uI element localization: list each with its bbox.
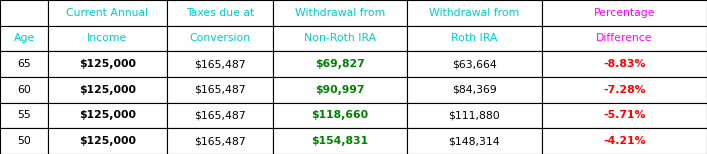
Text: Age: Age (13, 34, 35, 43)
Bar (542, 103, 707, 128)
Text: 55: 55 (17, 111, 31, 120)
Text: Income: Income (88, 34, 127, 43)
Bar (167, 77, 273, 103)
Bar (48, 26, 167, 51)
Text: Taxes due at: Taxes due at (186, 8, 254, 18)
Bar (167, 51, 273, 77)
Bar (48, 128, 167, 154)
Bar (407, 128, 542, 154)
Bar (0, 26, 48, 51)
Bar (273, 103, 407, 128)
Bar (273, 0, 407, 26)
Bar (542, 51, 707, 77)
Bar (542, 0, 707, 26)
Bar (0, 77, 48, 103)
Bar (542, 26, 707, 51)
Text: Roth IRA: Roth IRA (451, 34, 498, 43)
Bar (167, 26, 273, 51)
Bar (407, 51, 542, 77)
Text: Withdrawal from: Withdrawal from (429, 8, 520, 18)
Text: $84,369: $84,369 (452, 85, 497, 95)
Bar (48, 0, 167, 26)
Text: $165,487: $165,487 (194, 111, 246, 120)
Bar (167, 128, 273, 154)
Bar (48, 77, 167, 103)
Text: $125,000: $125,000 (79, 111, 136, 120)
Text: Percentage: Percentage (594, 8, 655, 18)
Bar (0, 51, 48, 77)
Text: $125,000: $125,000 (79, 136, 136, 146)
Text: Withdrawal from: Withdrawal from (295, 8, 385, 18)
Text: $154,831: $154,831 (312, 136, 368, 146)
Text: $63,664: $63,664 (452, 59, 497, 69)
Text: $118,660: $118,660 (312, 111, 368, 120)
Text: $111,880: $111,880 (448, 111, 501, 120)
Text: $165,487: $165,487 (194, 136, 246, 146)
Text: $90,997: $90,997 (315, 85, 365, 95)
Bar (542, 77, 707, 103)
Bar (407, 77, 542, 103)
Text: -5.71%: -5.71% (603, 111, 645, 120)
Bar (407, 26, 542, 51)
Bar (48, 51, 167, 77)
Text: 65: 65 (17, 59, 31, 69)
Bar (273, 128, 407, 154)
Text: $165,487: $165,487 (194, 59, 246, 69)
Text: Difference: Difference (596, 34, 653, 43)
Bar (167, 0, 273, 26)
Text: 50: 50 (17, 136, 31, 146)
Bar (48, 103, 167, 128)
Bar (273, 51, 407, 77)
Bar (273, 26, 407, 51)
Text: Non-Roth IRA: Non-Roth IRA (304, 34, 376, 43)
Bar (0, 128, 48, 154)
Text: $165,487: $165,487 (194, 85, 246, 95)
Text: Current Annual: Current Annual (66, 8, 148, 18)
Bar (273, 77, 407, 103)
Bar (0, 103, 48, 128)
Text: Conversion: Conversion (189, 34, 250, 43)
Text: -8.83%: -8.83% (603, 59, 645, 69)
Text: -7.28%: -7.28% (603, 85, 645, 95)
Bar (542, 128, 707, 154)
Text: $148,314: $148,314 (448, 136, 501, 146)
Text: $125,000: $125,000 (79, 85, 136, 95)
Bar (167, 103, 273, 128)
Text: -4.21%: -4.21% (603, 136, 645, 146)
Bar (0, 0, 48, 26)
Text: 60: 60 (17, 85, 31, 95)
Text: $125,000: $125,000 (79, 59, 136, 69)
Bar (407, 0, 542, 26)
Text: $69,827: $69,827 (315, 59, 365, 69)
Bar (407, 103, 542, 128)
